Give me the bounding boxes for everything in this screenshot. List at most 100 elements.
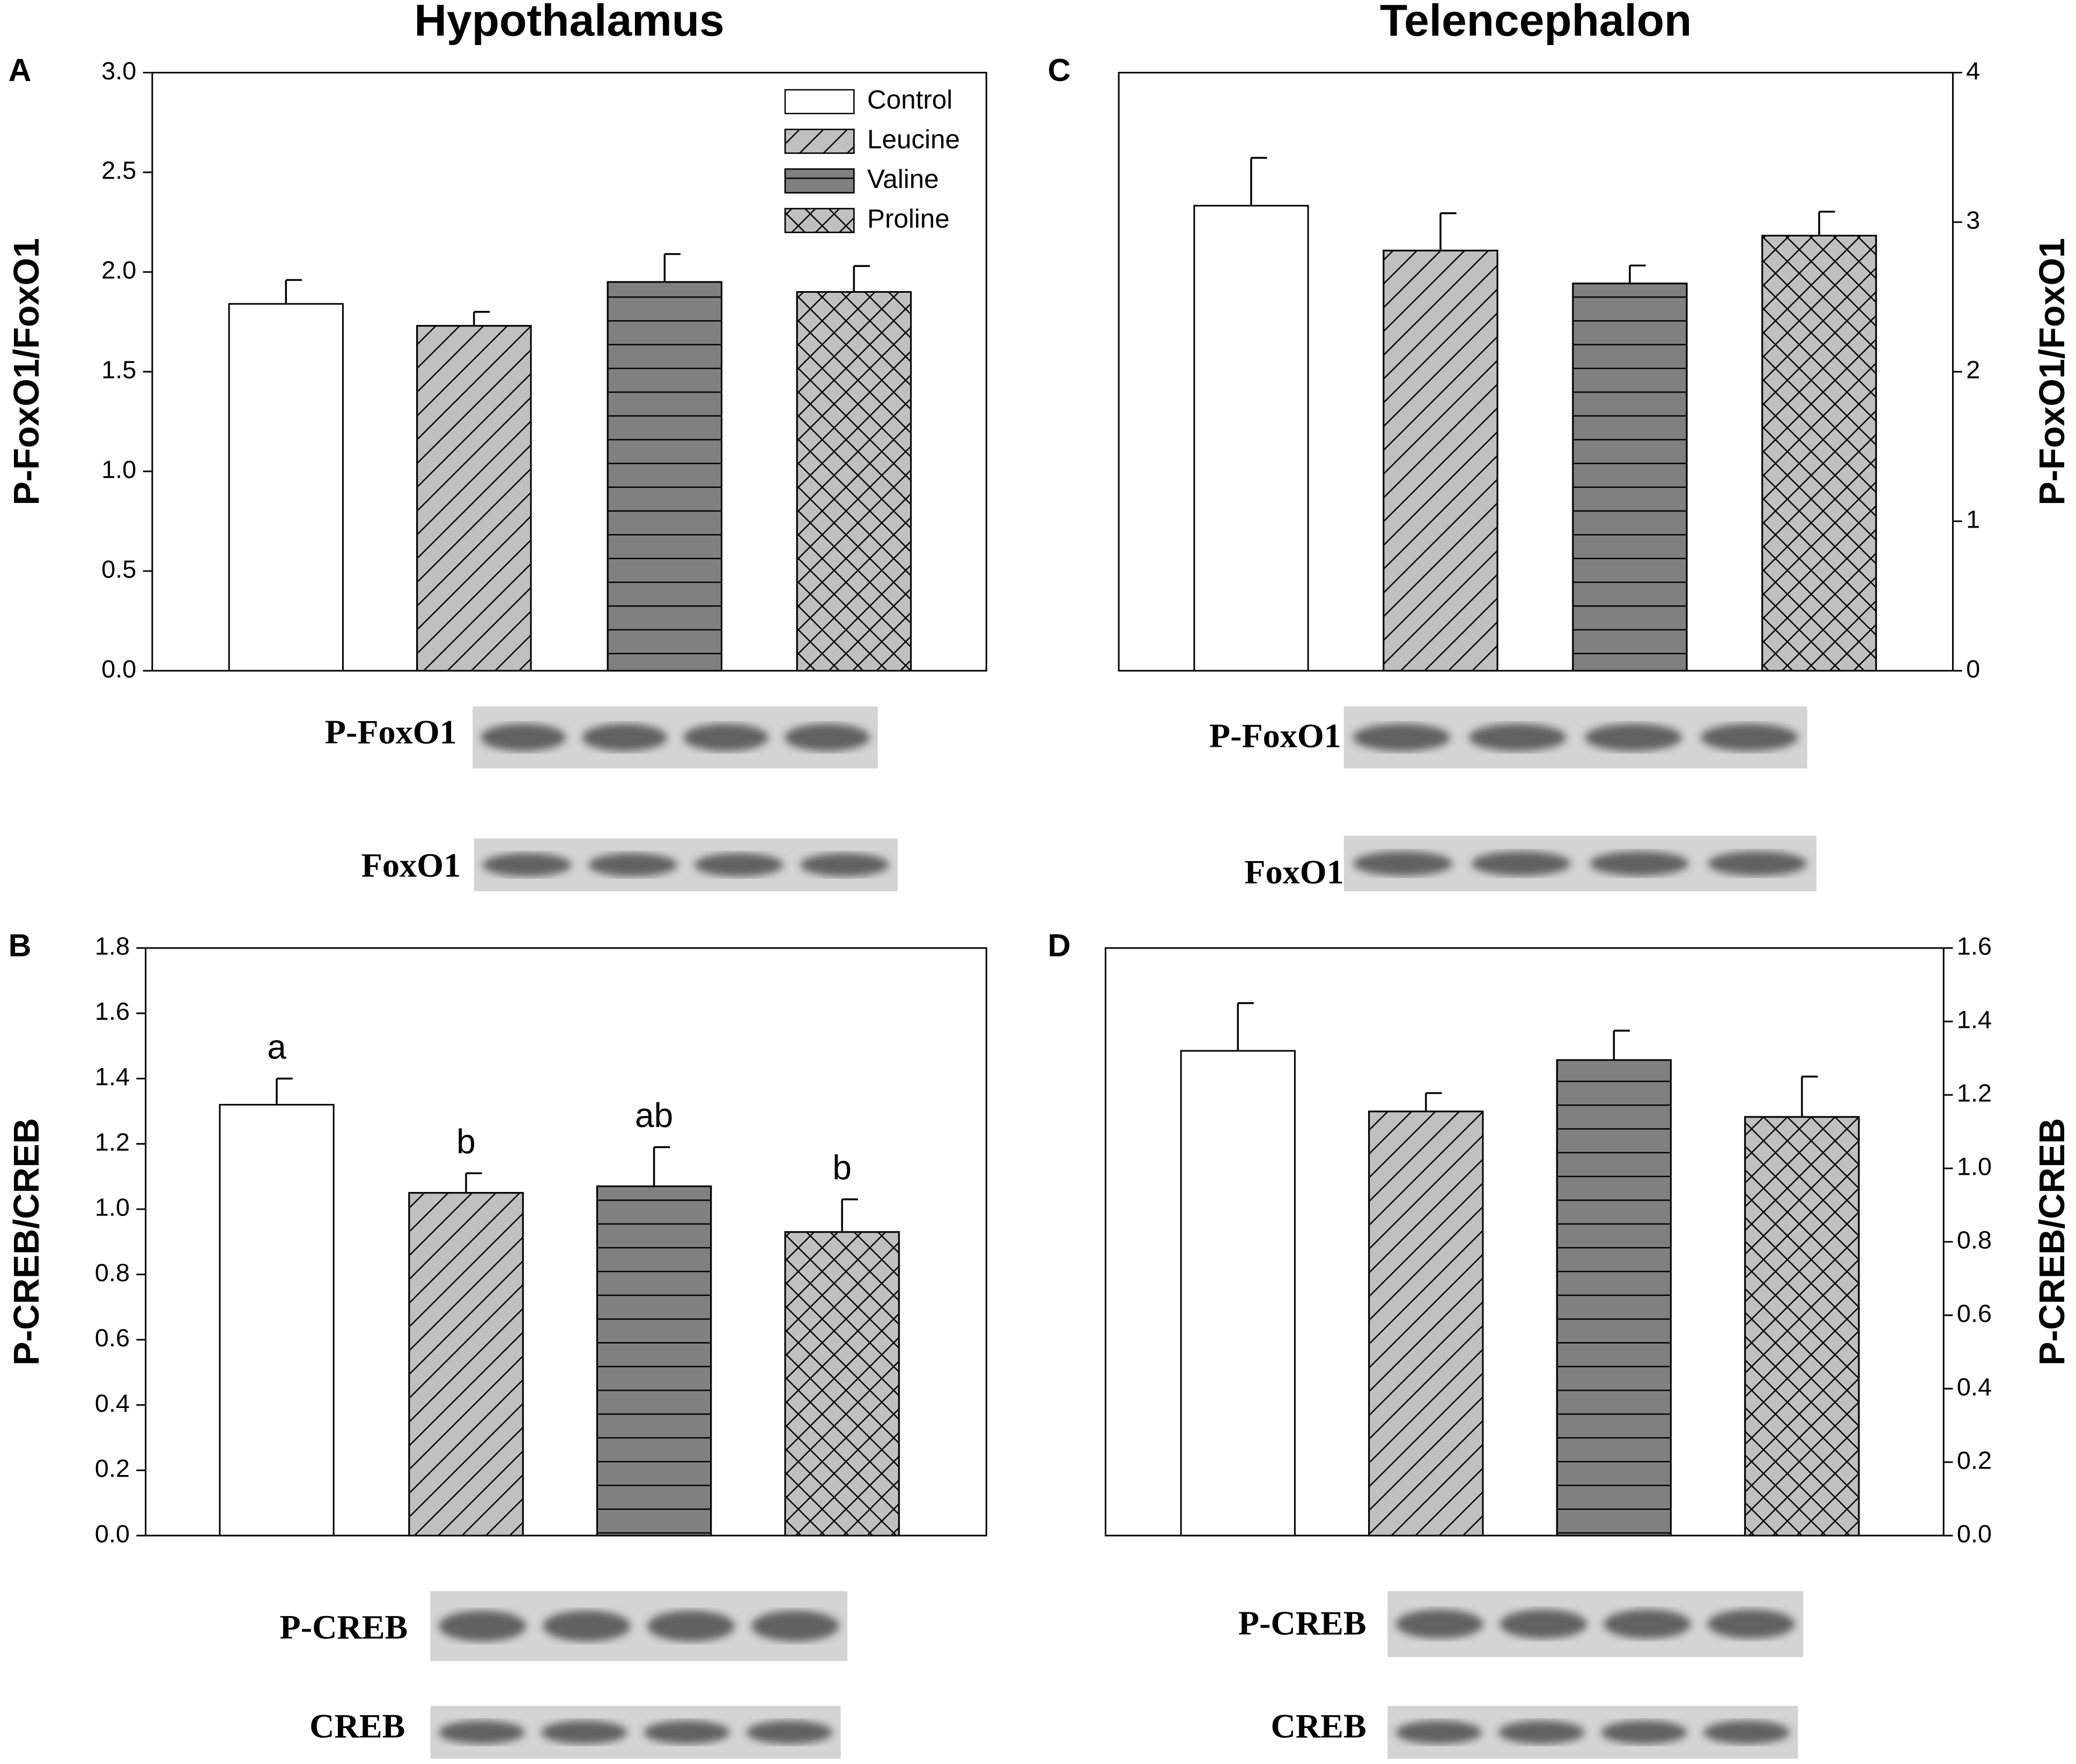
y-tick-label: 2 — [1966, 356, 1980, 384]
error-bar — [1629, 264, 1646, 284]
significance-letter: ab — [635, 1096, 673, 1135]
bar-pattern — [1572, 283, 1688, 672]
panel-letter: B — [9, 928, 32, 963]
y-axis-label: P-FoxO1/FoxO1 — [2033, 238, 2072, 506]
blot-band — [438, 1721, 525, 1744]
significance-letter: b — [832, 1148, 852, 1187]
y-tick-label: 1.6 — [95, 997, 130, 1025]
significance-letter: b — [456, 1122, 476, 1161]
bar — [1180, 1050, 1296, 1537]
blot-label: CREB — [1270, 1707, 1366, 1745]
y-tick-label: 1.2 — [95, 1128, 130, 1156]
error-bar — [285, 279, 302, 304]
y-tick-label: 2.5 — [101, 157, 136, 184]
y-tick-label: 0.4 — [1957, 1373, 1992, 1400]
bar-group — [408, 1192, 524, 1537]
y-tick-label: 1.2 — [1957, 1079, 1992, 1107]
y-tick-label: 4 — [1966, 57, 1980, 85]
bar-pattern — [596, 1185, 712, 1537]
y-tick-label: 1.5 — [101, 356, 136, 384]
y-tick-label: 1.0 — [95, 1194, 130, 1221]
blot-band — [1708, 1609, 1795, 1639]
bar-group — [1761, 234, 1877, 672]
y-tick-label: 3 — [1966, 206, 1980, 234]
significance-letter: a — [267, 1027, 286, 1066]
bar-pattern — [607, 281, 722, 672]
y-tick-label: 0.8 — [1957, 1226, 1992, 1254]
blot-label: P-CREB — [1238, 1604, 1366, 1642]
error-bar — [663, 253, 681, 282]
blot-band — [1498, 1721, 1585, 1744]
blot-band — [543, 1610, 631, 1642]
blot-label: FoxO1 — [1244, 853, 1343, 891]
bar-group — [796, 291, 912, 672]
bar-group — [784, 1231, 900, 1537]
y-tick-label: 0.0 — [1957, 1520, 1992, 1547]
y-tick-label: 1.0 — [101, 456, 136, 484]
y-tick-label: 0 — [1966, 655, 1980, 683]
panel-letter: C — [1048, 52, 1071, 88]
legend-swatch — [784, 89, 855, 115]
blot-band — [647, 1610, 735, 1642]
bar — [1193, 205, 1309, 672]
blot-band — [1469, 723, 1567, 751]
bar-group — [1556, 1059, 1672, 1537]
blot-band — [482, 853, 572, 877]
blot-band — [694, 853, 784, 877]
panel-letter: A — [9, 52, 32, 88]
legend-label: Proline — [867, 204, 950, 233]
y-tick-label: 1.8 — [95, 932, 130, 960]
y-axis-label: P-CREB/CREB — [2033, 1118, 2072, 1366]
y-tick-label: 0.8 — [95, 1258, 130, 1286]
bar-pattern — [1368, 1110, 1484, 1537]
blot-band — [481, 723, 566, 751]
legend-label: Leucine — [867, 125, 960, 154]
error-bar — [465, 1172, 482, 1193]
bar-group — [1180, 1050, 1296, 1537]
blot-band — [1353, 723, 1451, 751]
legend-swatch-pattern — [784, 207, 855, 233]
y-tick-label: 0.5 — [101, 555, 136, 583]
bar-pattern — [1556, 1059, 1672, 1537]
blot-band — [1471, 851, 1571, 876]
blot-band — [683, 723, 769, 751]
y-tick-label: 0.2 — [1957, 1446, 1992, 1474]
bar-group — [1368, 1110, 1484, 1537]
bar-group — [1744, 1116, 1860, 1537]
blot-label: P-FoxO1 — [1209, 717, 1341, 755]
y-tick-label: 0.0 — [95, 1520, 130, 1547]
blot-band — [1585, 723, 1682, 751]
blot-label: CREB — [309, 1707, 405, 1745]
column-title: Hypothalamus — [414, 0, 724, 45]
bar — [219, 1103, 335, 1537]
bar-pattern — [796, 291, 912, 672]
blot-band — [1701, 723, 1798, 751]
error-bar — [1818, 211, 1835, 236]
blot-band — [1604, 1609, 1691, 1639]
blot-band — [751, 1610, 839, 1642]
y-tick-label: 3.0 — [101, 57, 136, 85]
error-bar — [841, 1198, 858, 1232]
y-tick-label: 1.6 — [1957, 932, 1992, 960]
plot-frame — [145, 947, 987, 1537]
y-tick-label: 2.0 — [101, 256, 136, 284]
bar-group — [228, 303, 344, 672]
bar-pattern — [1761, 234, 1877, 672]
blot-band — [1499, 1609, 1587, 1639]
bar-group — [219, 1103, 335, 1537]
error-bar — [1425, 1092, 1442, 1111]
blot-band — [1708, 851, 1807, 876]
blot-band — [438, 1610, 527, 1642]
blot-band — [644, 1721, 730, 1744]
blot-band — [746, 1721, 833, 1744]
blot-band — [1395, 1721, 1482, 1744]
error-bar — [473, 310, 490, 326]
legend-swatch-pattern — [784, 129, 855, 154]
bar-group — [1572, 283, 1688, 672]
legend-swatch-pattern — [784, 168, 855, 194]
y-tick-label: 0.0 — [101, 655, 136, 683]
blot-label: P-CREB — [279, 1608, 408, 1646]
blot-band — [582, 723, 667, 751]
legend-label: Control — [867, 85, 952, 115]
